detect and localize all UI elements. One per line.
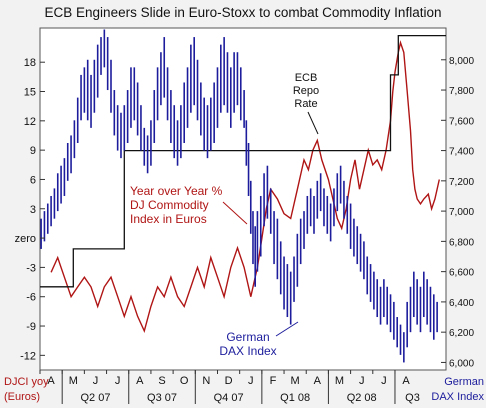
quarter-label: Q3 <box>405 392 420 404</box>
ecb-label-pointer <box>307 111 319 135</box>
commodity-label-line3: Index in Euros <box>130 212 207 226</box>
month-label: F <box>270 375 277 387</box>
right-axis: 6,000 6,200 6,400 6,600 6,800 7,000 7,200 7,400… <box>441 56 474 369</box>
commodity-series-label: Year over Year % DJ Commodity Index in E… <box>130 184 248 226</box>
ecb-label-line2: Repo <box>293 85 319 97</box>
month-label: A <box>47 375 55 387</box>
right-tick-label: 8,000 <box>449 56 474 67</box>
quarter-label: Q2 08 <box>347 392 377 404</box>
left-tick-label: 12 <box>24 116 36 128</box>
plot-area <box>39 27 447 371</box>
left-axis: 18 15 12 9 6 3 zero -3 -6 -9 -12 <box>15 57 45 362</box>
right-tick-label: 7,400 <box>449 147 474 158</box>
left-axis-title: DJCI yoy (Euros) <box>4 376 49 403</box>
left-tick-label: 3 <box>30 204 36 216</box>
ecb-rate-label: ECB Repo Rate <box>293 72 319 135</box>
month-label: J <box>381 375 387 387</box>
chart-title: ECB Engineers Slide in Euro-Stoxx to com… <box>45 5 442 20</box>
month-label: S <box>158 375 165 387</box>
month-label: A <box>314 375 322 387</box>
left-tick-label: 18 <box>24 57 36 69</box>
month-label: J <box>93 375 99 387</box>
quarter-label: Q3 07 <box>147 392 177 404</box>
right-axis-title-line1: German <box>444 376 484 388</box>
right-tick-label: 6,600 <box>449 268 474 279</box>
commodity-line <box>50 40 440 333</box>
dax-bars <box>40 29 438 363</box>
right-tick-label: 6,400 <box>449 298 474 309</box>
left-axis-title-line1: DJCI yoy <box>4 376 49 388</box>
dax-series-label: German DAX Index <box>219 321 299 358</box>
left-tick-label: 15 <box>24 87 36 99</box>
series-layer <box>40 29 446 363</box>
left-tick-label: -9 <box>26 321 36 333</box>
right-tick-label: 6,800 <box>449 237 474 248</box>
month-label: M <box>291 375 300 387</box>
month-label: J <box>359 375 365 387</box>
quarter-label: Q4 07 <box>214 392 244 404</box>
month-label: M <box>69 375 78 387</box>
left-tick-label: -6 <box>26 292 36 304</box>
commodity-label-line1: Year over Year % <box>130 184 223 198</box>
ecb-label-line3: Rate <box>294 98 317 110</box>
x-axis: A M J J A S O N D J F M A M J J A Q2 07 Q3 07 Q4 07 Q1 08 Q2 … <box>39 370 420 404</box>
quarter-label: Q2 07 <box>80 392 110 404</box>
quarter-label: Q1 08 <box>280 392 310 404</box>
commodity-label-line2: DJ Commodity <box>130 198 209 212</box>
dax-label-pointer <box>275 321 299 337</box>
right-axis-title: German DAX Index <box>431 376 484 403</box>
right-tick-label: 7,800 <box>449 86 474 97</box>
right-axis-title-line2: DAX Index <box>431 391 484 403</box>
right-tick-label: 7,200 <box>449 177 474 188</box>
right-tick-label: 6,200 <box>449 328 474 339</box>
month-label: J <box>115 375 121 387</box>
month-label: A <box>136 375 144 387</box>
right-tick-label: 7,000 <box>449 207 474 218</box>
month-label: M <box>335 375 344 387</box>
month-label: D <box>225 375 233 387</box>
left-tick-label: -12 <box>20 350 36 362</box>
ecb-label-line1: ECB <box>295 72 318 84</box>
right-tick-label: 7,600 <box>449 116 474 127</box>
left-axis-title-line2: (Euros) <box>4 391 40 403</box>
left-tick-label: 9 <box>30 145 36 157</box>
month-label: N <box>202 375 210 387</box>
ecb-repo-line <box>40 34 446 288</box>
month-label: A <box>402 375 410 387</box>
left-tick-label: -3 <box>26 262 36 274</box>
dax-label-line1: German <box>226 330 269 344</box>
left-tick-label: 6 <box>30 174 36 186</box>
right-tick-label: 6,000 <box>449 358 474 369</box>
commodity-label-pointer <box>222 201 248 225</box>
left-tick-label: zero <box>15 233 36 245</box>
month-label: O <box>180 375 189 387</box>
month-label: J <box>248 375 254 387</box>
dax-label-line2: DAX Index <box>219 344 276 358</box>
